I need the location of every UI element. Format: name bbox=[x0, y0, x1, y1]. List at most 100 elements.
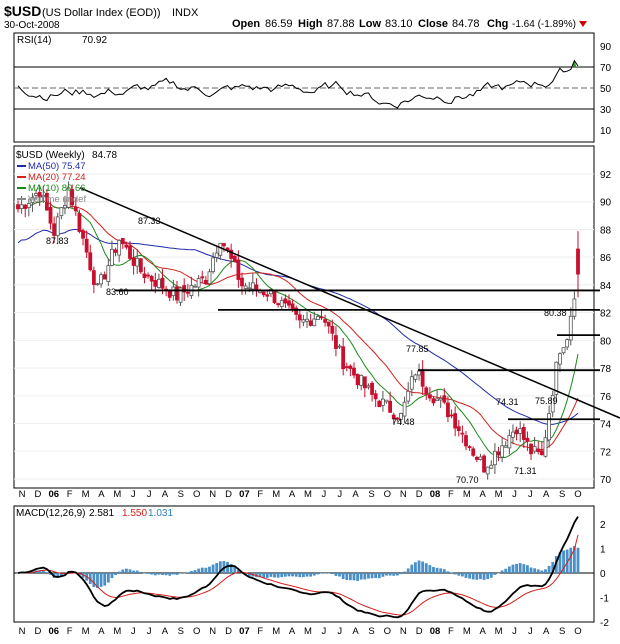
candle-body bbox=[218, 242, 223, 256]
x-axis-label: O bbox=[574, 626, 581, 637]
x-axis-label: M bbox=[272, 626, 280, 637]
candle-body bbox=[287, 300, 291, 306]
macd-hist-bar bbox=[330, 573, 334, 575]
candle-body bbox=[16, 204, 20, 210]
candle-body bbox=[366, 385, 371, 388]
rsi-tick-label: 90 bbox=[600, 42, 612, 53]
price-last: 84.78 bbox=[92, 150, 117, 161]
macd-hist-bar bbox=[504, 568, 508, 573]
x-axis-label: J bbox=[337, 626, 342, 637]
x-axis-label: A bbox=[98, 626, 105, 637]
x-axis-label: M bbox=[304, 626, 312, 637]
candle-body bbox=[269, 289, 273, 295]
x-axis-label: D bbox=[225, 626, 232, 637]
macd-hist-bar bbox=[135, 570, 139, 573]
candle-body bbox=[203, 279, 208, 284]
candle-body bbox=[576, 248, 580, 275]
candle-body bbox=[175, 286, 179, 301]
x-axis-label: M bbox=[82, 626, 90, 637]
macd-hist-bar bbox=[421, 561, 425, 573]
candle-body bbox=[474, 456, 479, 460]
exchange-label: INDX bbox=[172, 7, 199, 19]
macd-hist-bar bbox=[526, 565, 529, 573]
x-axis-label: A bbox=[352, 489, 359, 500]
price-panel bbox=[13, 145, 595, 489]
candle-body bbox=[518, 428, 523, 434]
macd-hist-bar bbox=[403, 571, 406, 573]
macd-hist-bar bbox=[280, 573, 284, 578]
candle-body bbox=[301, 319, 306, 323]
macd-hist-bar bbox=[424, 563, 428, 573]
macd-hist-bar bbox=[305, 573, 309, 577]
macd-hist-bar bbox=[446, 571, 450, 573]
macd-hist-bar bbox=[522, 564, 526, 573]
macd-hist-bar bbox=[388, 573, 392, 576]
macd-hist-bar bbox=[208, 566, 211, 573]
x-axis-label: S bbox=[368, 626, 374, 637]
macd-hist-bar bbox=[81, 573, 85, 578]
price-tick-label: 86 bbox=[600, 253, 612, 264]
candle-body bbox=[106, 265, 111, 282]
macd-hist-bar bbox=[110, 573, 114, 579]
candle-body bbox=[323, 319, 327, 323]
candle-body bbox=[319, 316, 324, 319]
candle-body bbox=[73, 206, 78, 212]
x-axis-label: M bbox=[113, 489, 121, 500]
candle-body bbox=[399, 413, 403, 420]
macd-hist-bar bbox=[533, 568, 537, 573]
macd-hist-bar bbox=[352, 573, 356, 581]
price-annotation: 74.48 bbox=[392, 417, 415, 427]
x-axis-label: 08 bbox=[430, 626, 441, 637]
macd-hist-bar bbox=[399, 573, 403, 575]
macd-hist-bar bbox=[190, 570, 193, 573]
candle-body bbox=[464, 435, 468, 447]
macd-hist-bar bbox=[103, 573, 107, 586]
macd-signal-line bbox=[17, 534, 579, 616]
x-axis-label: N bbox=[209, 489, 216, 500]
candle-body bbox=[417, 370, 421, 376]
x-axis-label: A bbox=[543, 489, 550, 500]
macd-hist-bar bbox=[410, 564, 414, 573]
candle-body bbox=[250, 282, 255, 290]
macd-hist-bar bbox=[493, 573, 497, 575]
trendline bbox=[79, 187, 620, 419]
macd-hist-bar bbox=[348, 573, 352, 581]
x-axis-label: S bbox=[368, 489, 374, 500]
candle-body bbox=[41, 194, 46, 198]
x-axis-label: M bbox=[304, 489, 312, 500]
candle-body bbox=[525, 437, 530, 442]
macd-hist-bar bbox=[435, 567, 439, 573]
macd-hist-bar bbox=[204, 567, 208, 573]
x-axis-label: O bbox=[193, 489, 200, 500]
macd-hist-bar bbox=[507, 566, 511, 573]
candle-body bbox=[348, 365, 353, 369]
candle-body bbox=[131, 257, 136, 266]
x-axis-label: J bbox=[528, 489, 533, 500]
rsi-tick-label: 10 bbox=[600, 126, 612, 137]
candle-body bbox=[460, 432, 465, 435]
macd-hist-bar bbox=[468, 573, 472, 579]
candle-body bbox=[59, 207, 64, 217]
candle-body bbox=[424, 387, 429, 394]
x-axis-label: O bbox=[193, 626, 200, 637]
macd-hist-bar bbox=[544, 569, 547, 573]
chg-label: Chg bbox=[487, 18, 508, 30]
macd-hist-bar bbox=[385, 573, 388, 576]
price-tick-label: 76 bbox=[600, 392, 612, 403]
x-axis-label: A bbox=[543, 626, 550, 637]
rsi-grid bbox=[14, 66, 594, 110]
macd-hist-bar bbox=[576, 547, 580, 573]
candle-body bbox=[70, 189, 75, 206]
candle-body bbox=[554, 361, 559, 395]
macd-hist-bar bbox=[320, 573, 323, 574]
price-annotation: 75.89 bbox=[535, 396, 558, 406]
macd-hist-bar bbox=[334, 573, 338, 576]
macd-hist-bar bbox=[302, 573, 305, 578]
candle-body bbox=[81, 230, 85, 239]
rsi-tick-label: 70 bbox=[600, 63, 612, 74]
x-axis-label: 08 bbox=[430, 489, 441, 500]
macd-hist-bar bbox=[247, 573, 251, 577]
candle-body bbox=[326, 321, 331, 327]
macd-hist-bar bbox=[439, 568, 443, 573]
candle-body bbox=[370, 382, 374, 395]
